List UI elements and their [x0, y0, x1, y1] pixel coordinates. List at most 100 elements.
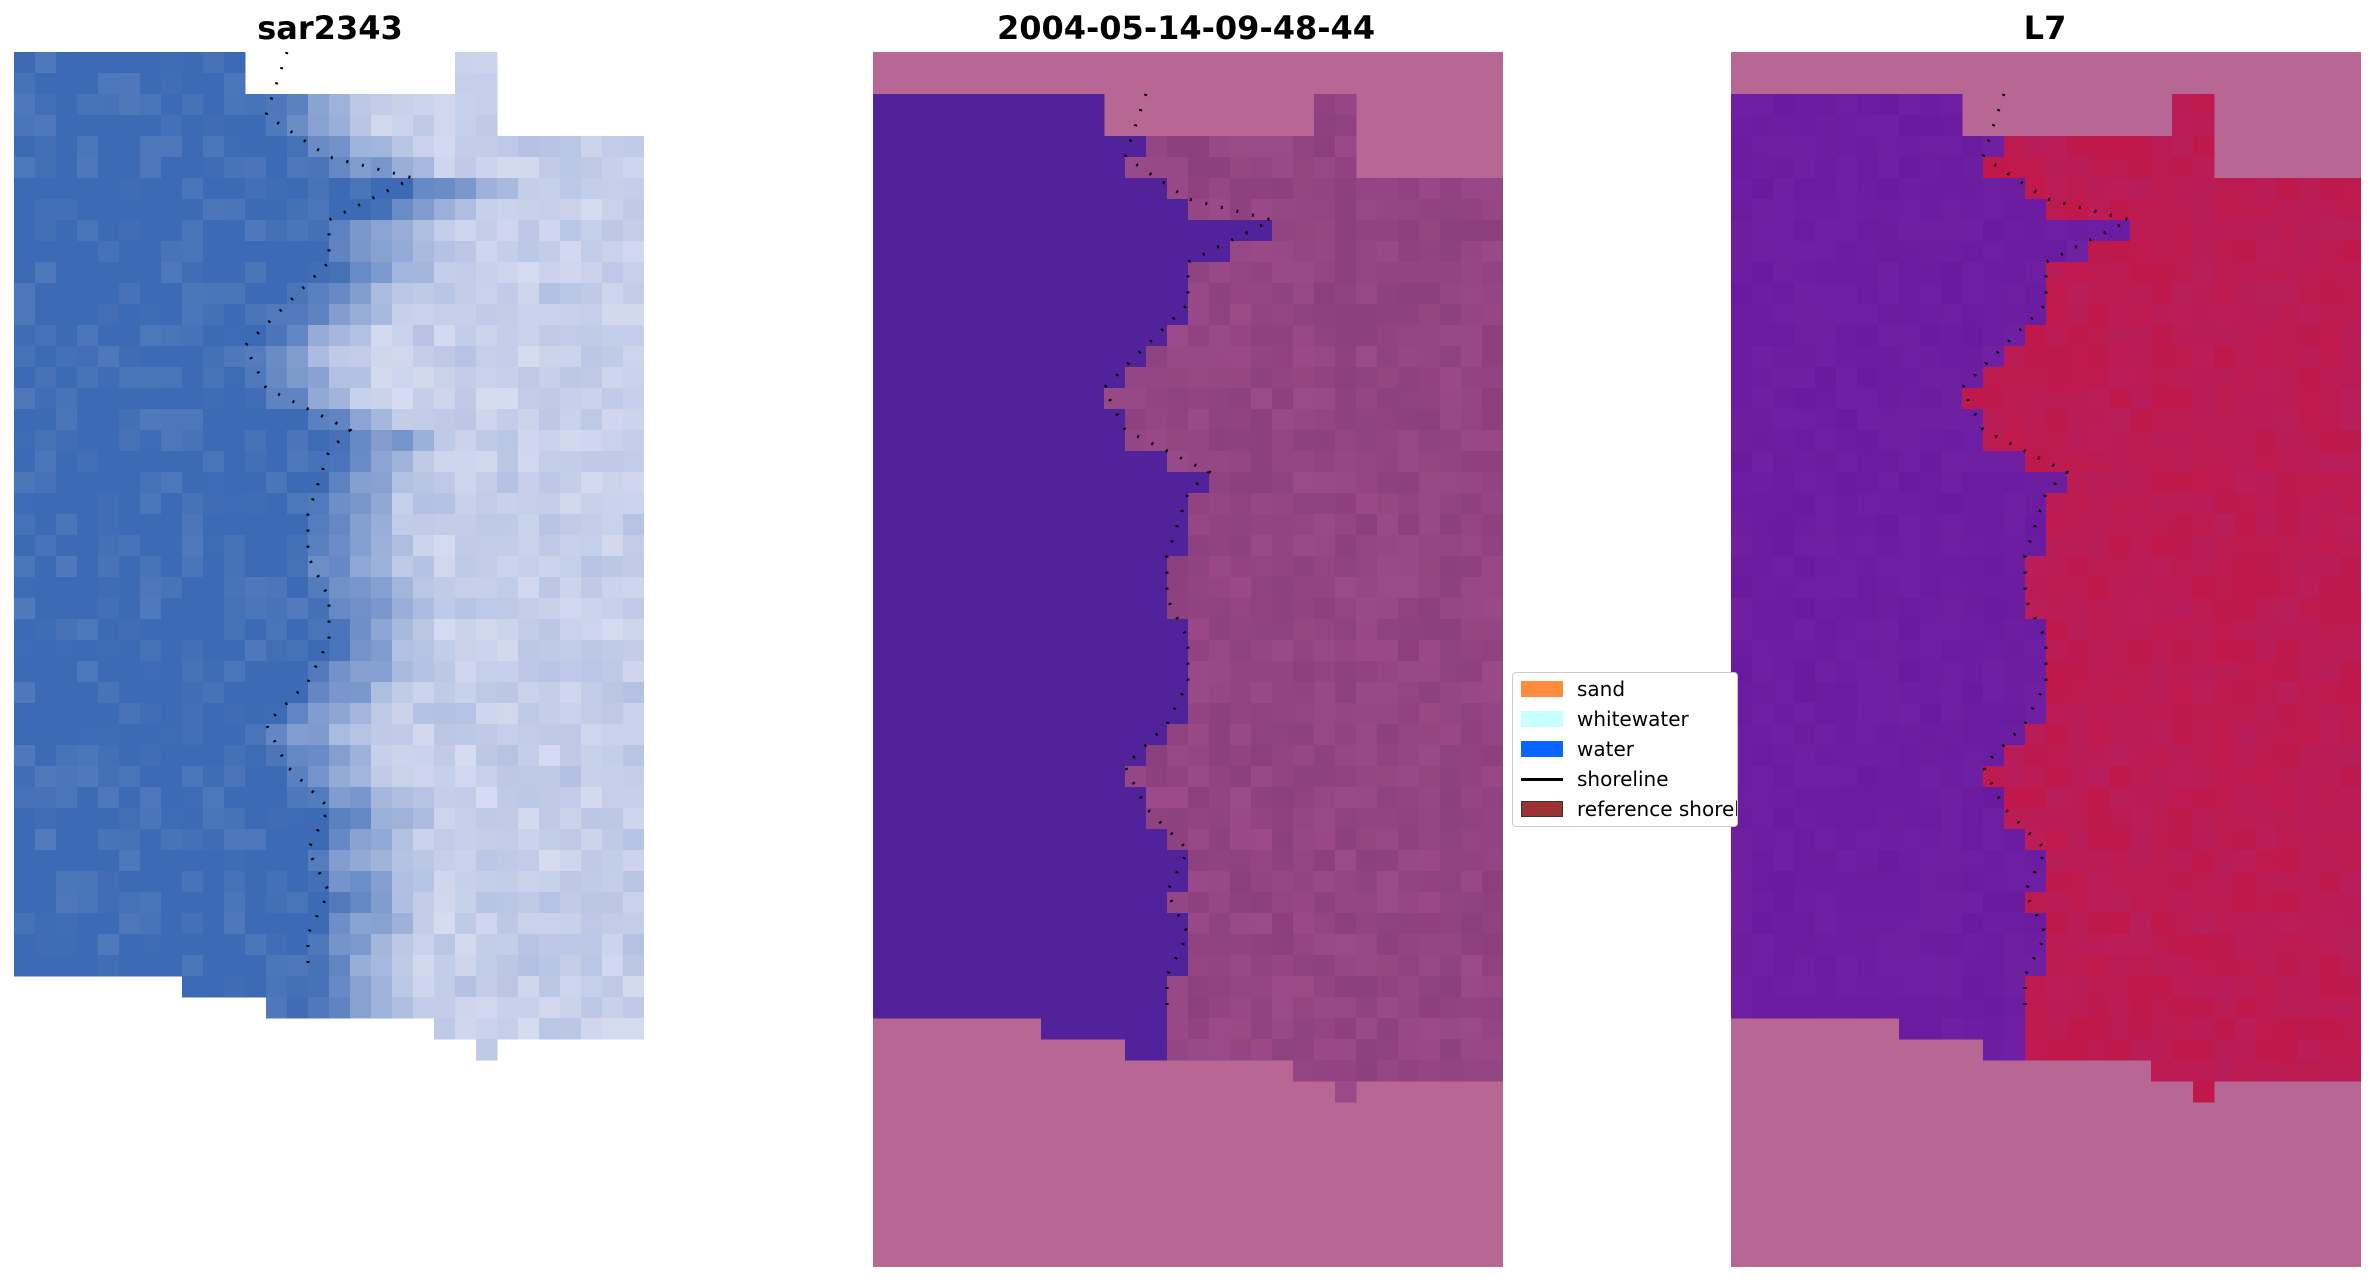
pixel — [2298, 808, 2320, 830]
pixel — [1209, 241, 1231, 263]
pixel — [497, 556, 519, 578]
pixel — [329, 283, 351, 305]
pixel — [539, 262, 561, 284]
pixel — [2151, 325, 2173, 347]
pixel — [999, 346, 1021, 368]
pixel — [161, 934, 183, 956]
pixel — [1794, 871, 1816, 893]
pixel — [14, 430, 36, 452]
pixel — [2046, 430, 2068, 452]
pixel — [2109, 955, 2131, 977]
pixel — [1104, 346, 1126, 368]
pixel — [1752, 157, 1774, 179]
pixel — [2088, 283, 2110, 305]
pixel — [1878, 871, 1900, 893]
pixel — [2277, 388, 2299, 410]
pixel — [224, 913, 246, 935]
pixel — [224, 514, 246, 536]
pixel — [119, 283, 141, 305]
pixel — [894, 514, 916, 536]
pixel — [2298, 325, 2320, 347]
pixel — [560, 955, 582, 977]
pixel — [1857, 871, 1879, 893]
pixel — [2151, 1039, 2173, 1061]
pixel — [2046, 577, 2068, 599]
pixel — [1983, 535, 2005, 557]
pixel — [1419, 346, 1441, 368]
pixel — [1752, 619, 1774, 641]
pixel — [350, 661, 372, 683]
pixel — [1941, 598, 1963, 620]
pixel — [56, 325, 78, 347]
pixel — [2046, 514, 2068, 536]
pixel — [1461, 976, 1483, 998]
pixel — [1794, 808, 1816, 830]
pixel — [1188, 850, 1210, 872]
pixel — [602, 724, 624, 746]
pixel — [329, 934, 351, 956]
pixel — [1752, 766, 1774, 788]
pixel — [1377, 724, 1399, 746]
pixel — [1083, 136, 1105, 158]
pixel — [936, 955, 958, 977]
pixel — [119, 451, 141, 473]
pixel — [581, 367, 603, 389]
pixel — [392, 220, 414, 242]
pixel — [1398, 661, 1420, 683]
pixel — [1941, 934, 1963, 956]
pixel — [1230, 955, 1252, 977]
pixel — [957, 325, 979, 347]
pixel — [2046, 682, 2068, 704]
pixel — [1104, 934, 1126, 956]
pixel — [2319, 262, 2341, 284]
pixel — [2235, 346, 2257, 368]
pixel — [182, 682, 204, 704]
pixel — [224, 577, 246, 599]
pixel — [140, 556, 162, 578]
pixel — [2193, 451, 2215, 473]
pixel — [1146, 703, 1168, 725]
pixel — [1314, 472, 1336, 494]
pixel — [2151, 787, 2173, 809]
pixel — [936, 346, 958, 368]
pixel — [1020, 619, 1042, 641]
pixel — [2025, 871, 2047, 893]
pixel — [392, 661, 414, 683]
pixel — [287, 808, 309, 830]
pixel — [978, 157, 1000, 179]
pixel — [350, 829, 372, 851]
pixel — [1041, 241, 1063, 263]
pixel — [518, 556, 540, 578]
pixel — [371, 157, 393, 179]
pixel — [2067, 199, 2089, 221]
pixel — [1356, 556, 1378, 578]
pixel — [203, 955, 225, 977]
pixel — [329, 661, 351, 683]
pixel — [413, 199, 435, 221]
pixel — [2340, 598, 2361, 620]
pixel — [1188, 661, 1210, 683]
pixel — [873, 325, 895, 347]
pixel — [1272, 871, 1294, 893]
pixel — [2172, 829, 2194, 851]
pixel — [308, 325, 330, 347]
pixel — [1878, 346, 1900, 368]
pixel — [1314, 787, 1336, 809]
pixel — [1461, 430, 1483, 452]
pixel — [371, 913, 393, 935]
pixel — [1167, 955, 1189, 977]
pixel — [497, 388, 519, 410]
pixel — [1899, 892, 1921, 914]
pixel — [1899, 325, 1921, 347]
pixel — [224, 157, 246, 179]
pixel — [119, 808, 141, 830]
pixel — [1251, 724, 1273, 746]
pixel — [1752, 892, 1774, 914]
pixel — [957, 472, 979, 494]
pixel — [1125, 808, 1147, 830]
pixel — [2235, 493, 2257, 515]
pixel — [1731, 934, 1753, 956]
pixel — [329, 325, 351, 347]
pixel — [1899, 682, 1921, 704]
pixel — [518, 787, 540, 809]
